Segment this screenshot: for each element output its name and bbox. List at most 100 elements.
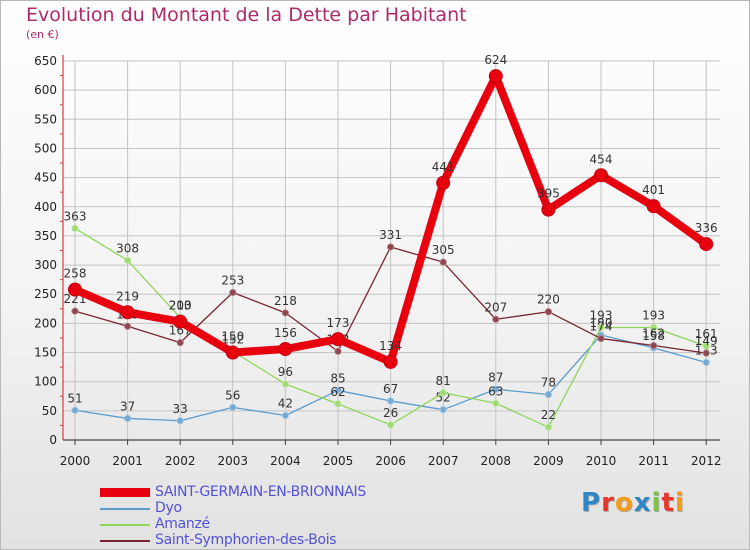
data-label-amanz--2004: 96 xyxy=(278,365,293,379)
point-dyo-2006 xyxy=(386,397,395,405)
data-label-saint-symphorien-des-bois-2012: 149 xyxy=(695,334,718,348)
logo-letter: i xyxy=(651,488,662,518)
data-label-dyo-2001: 37 xyxy=(120,399,135,413)
point-dyo-2003 xyxy=(229,403,237,411)
logo-letter: t xyxy=(661,488,675,518)
point-dyo-2012 xyxy=(702,358,710,367)
data-label-amanz--2006: 26 xyxy=(383,406,398,420)
x-tick-label-2008: 2008 xyxy=(481,454,512,468)
data-label-saint-germain-en-brionnais-2002: 203 xyxy=(169,299,192,313)
data-label-dyo-2004: 42 xyxy=(278,397,293,411)
data-label-amanz--2011: 193 xyxy=(642,308,665,322)
data-label-saint-germain-en-brionnais-2009: 395 xyxy=(537,187,560,201)
y-tick-label-100: 100 xyxy=(34,375,57,389)
point-amanz--2010 xyxy=(597,323,605,332)
chart-title: Evolution du Montant de la Dette par Hab… xyxy=(26,4,467,26)
data-label-dyo-2000: 51 xyxy=(67,391,82,405)
y-tick-label-500: 500 xyxy=(34,141,57,155)
legend-swatch-dyo xyxy=(100,508,150,510)
point-amanz--2004 xyxy=(281,380,289,388)
point-amanz--2008 xyxy=(492,399,500,407)
point-saint-germain-en-brionnais-2006 xyxy=(383,354,398,369)
chart-subtitle: (en €) xyxy=(26,28,59,41)
x-tick-label-2005: 2005 xyxy=(323,454,354,468)
point-dyo-2009 xyxy=(544,390,553,399)
logo-letter: x xyxy=(633,488,652,518)
point-dyo-2008 xyxy=(492,385,500,393)
legend-label-amanz-: Amanzé xyxy=(155,516,210,532)
legend-label-saint-germain-en-brionnais: SAINT-GERMAIN-EN-BRIONNAIS xyxy=(155,484,366,500)
point-amanz--2012 xyxy=(702,342,710,350)
point-saint-germain-en-brionnais-2010 xyxy=(594,168,608,183)
data-label-saint-germain-en-brionnais-2012: 336 xyxy=(695,221,718,235)
data-label-dyo-2002: 33 xyxy=(173,402,188,416)
point-saint-germain-en-brionnais-2005 xyxy=(331,332,345,347)
point-saint-symphorien-des-bois-2001 xyxy=(124,322,132,330)
x-tick-label-2009: 2009 xyxy=(533,454,564,468)
logo-letter: r xyxy=(601,488,615,518)
data-label-amanz--2008: 63 xyxy=(488,384,503,398)
y-tick-label-550: 550 xyxy=(34,112,57,126)
y-tick-label-200: 200 xyxy=(34,316,57,330)
point-saint-symphorien-des-bois-2009 xyxy=(544,308,553,316)
point-saint-symphorien-des-bois-2002 xyxy=(176,339,184,347)
y-tick-label-0: 0 xyxy=(49,433,57,447)
data-label-saint-symphorien-des-bois-2008: 207 xyxy=(484,300,507,314)
point-saint-symphorien-des-bois-2000 xyxy=(71,307,79,315)
data-label-dyo-2006: 67 xyxy=(383,382,398,396)
point-saint-germain-en-brionnais-2007 xyxy=(436,175,451,190)
data-label-saint-germain-en-brionnais-2008: 624 xyxy=(484,53,507,67)
data-label-saint-germain-en-brionnais-2007: 441 xyxy=(432,160,455,174)
point-dyo-2005 xyxy=(334,386,342,395)
data-label-saint-symphorien-des-bois-2006: 331 xyxy=(379,228,402,242)
x-tick-label-2004: 2004 xyxy=(270,454,301,468)
point-dyo-2000 xyxy=(71,406,79,414)
data-label-dyo-2009: 78 xyxy=(541,376,556,390)
point-saint-symphorien-des-bois-2007 xyxy=(439,258,447,266)
x-tick-label-2007: 2007 xyxy=(428,454,459,468)
point-saint-symphorien-des-bois-2010 xyxy=(597,334,605,343)
data-label-saint-symphorien-des-bois-2003: 253 xyxy=(221,273,244,287)
point-amanz--2007 xyxy=(439,389,447,397)
data-label-saint-germain-en-brionnais-2005: 173 xyxy=(327,316,350,330)
data-label-saint-symphorien-des-bois-2009: 220 xyxy=(537,293,560,307)
point-saint-germain-en-brionnais-2009 xyxy=(541,202,556,217)
data-label-dyo-2005: 85 xyxy=(330,371,345,385)
point-amanz--2011 xyxy=(649,323,658,332)
x-tick-label-2000: 2000 xyxy=(60,454,91,468)
data-label-saint-symphorien-des-bois-2010: 174 xyxy=(590,320,613,334)
x-tick-label-2012: 2012 xyxy=(691,454,722,468)
point-dyo-2007 xyxy=(439,406,447,414)
y-tick-label-300: 300 xyxy=(34,258,57,272)
point-dyo-2001 xyxy=(124,414,132,423)
legend-swatch-saint-germain-en-brionnais xyxy=(100,488,150,497)
data-label-saint-germain-en-brionnais-2004: 156 xyxy=(274,326,297,340)
point-saint-symphorien-des-bois-2011 xyxy=(649,341,658,350)
data-label-amanz--2009: 22 xyxy=(541,408,556,422)
logo-letter: i xyxy=(674,488,685,518)
point-amanz--2000 xyxy=(71,224,79,232)
y-tick-label-350: 350 xyxy=(34,229,57,243)
data-label-amanz--2001: 308 xyxy=(116,241,139,255)
x-tick-label-2006: 2006 xyxy=(375,454,406,468)
data-label-amanz--2005: 62 xyxy=(330,385,345,399)
legend-swatch-amanz- xyxy=(100,524,150,526)
data-label-saint-symphorien-des-bois-2007: 305 xyxy=(432,243,455,257)
data-label-saint-germain-en-brionnais-2000: 258 xyxy=(64,267,87,281)
legend-swatch-saint-symphorien-des-bois xyxy=(100,540,150,542)
y-tick-label-150: 150 xyxy=(34,346,57,360)
data-label-amanz--2002: 210 xyxy=(169,299,192,313)
y-tick-label-650: 650 xyxy=(34,54,57,68)
point-amanz--2001 xyxy=(124,256,132,265)
y-tick-label-600: 600 xyxy=(34,83,57,97)
point-saint-symphorien-des-bois-2004 xyxy=(281,309,289,317)
data-label-saint-germain-en-brionnais-2006: 134 xyxy=(379,339,402,353)
data-label-amanz--2010: 193 xyxy=(590,308,613,322)
y-tick-label-250: 250 xyxy=(34,287,57,301)
x-tick-label-2002: 2002 xyxy=(165,454,196,468)
point-saint-germain-en-brionnais-2003 xyxy=(225,345,240,360)
point-saint-symphorien-des-bois-2005 xyxy=(334,347,342,355)
point-amanz--2006 xyxy=(386,421,395,429)
data-label-dyo-2011: 158 xyxy=(642,329,665,343)
